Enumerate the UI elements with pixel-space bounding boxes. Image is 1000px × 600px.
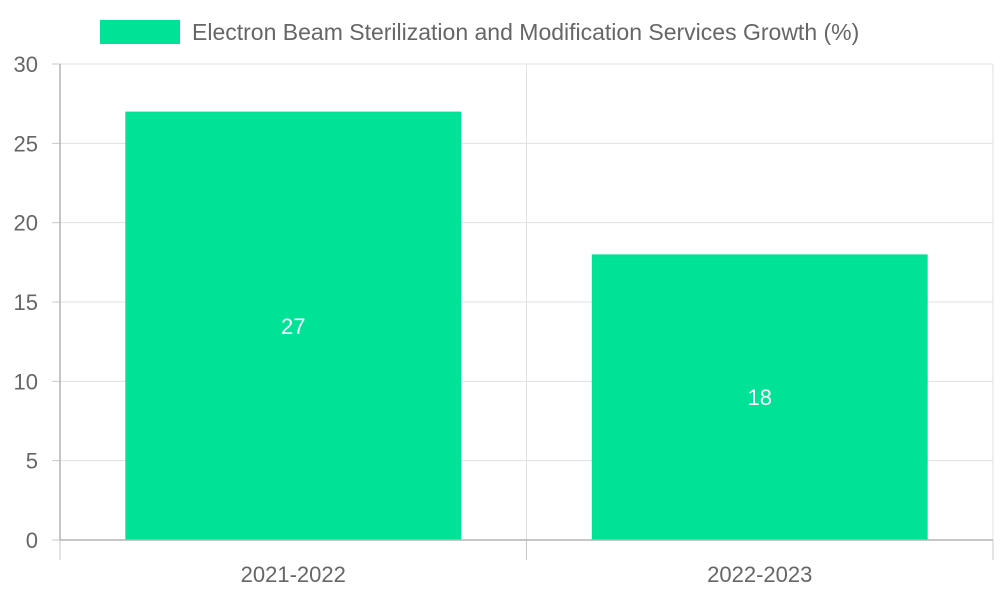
legend[interactable]: Electron Beam Sterilization and Modifica… xyxy=(100,19,859,45)
y-tick-label: 15 xyxy=(14,290,38,315)
bar-value-label: 18 xyxy=(748,385,772,410)
axes xyxy=(52,63,994,560)
x-axis-tick-labels: 2021-2022 2022-2023 xyxy=(241,562,813,587)
x-tick-label: 2022-2023 xyxy=(707,562,812,587)
bar-value-label: 27 xyxy=(281,314,305,339)
bars xyxy=(125,111,928,540)
y-axis-tick-labels: 0 5 10 15 20 25 30 xyxy=(14,52,38,553)
x-tick-label: 2021-2022 xyxy=(241,562,346,587)
y-tick-label: 0 xyxy=(26,528,38,553)
y-tick-label: 5 xyxy=(26,449,38,474)
y-tick-label: 20 xyxy=(14,211,38,236)
y-tick-label: 10 xyxy=(14,369,38,394)
bar[interactable] xyxy=(125,111,462,540)
legend-swatch[interactable] xyxy=(100,20,180,44)
data-labels: 27 18 xyxy=(281,314,772,410)
legend-label[interactable]: Electron Beam Sterilization and Modifica… xyxy=(192,19,859,45)
y-tick-label: 25 xyxy=(14,131,38,156)
y-tick-label: 30 xyxy=(14,52,38,77)
bar[interactable] xyxy=(591,254,928,540)
